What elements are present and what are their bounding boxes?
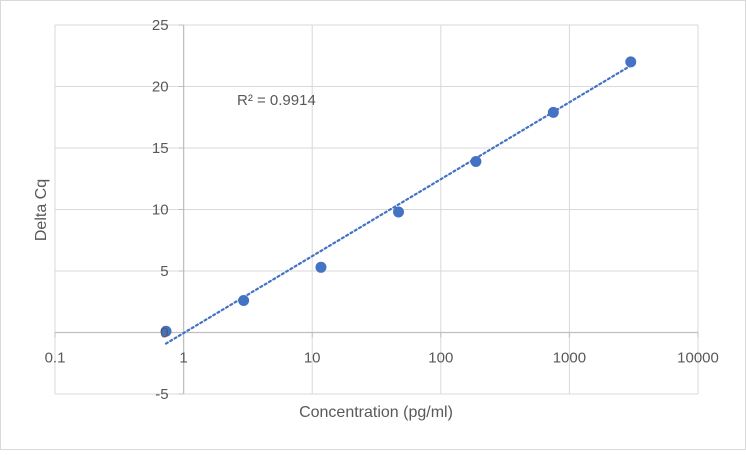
x-tick-label: 10000 (677, 350, 719, 367)
y-tick-label: -5 (155, 386, 168, 403)
y-tick-label: 5 (160, 263, 168, 280)
data-point (160, 325, 172, 337)
y-tick-label: 25 (152, 17, 169, 34)
data-point (547, 106, 559, 118)
y-tick-label: 15 (152, 140, 169, 157)
x-axis-title: Concentration (pg/ml) (299, 404, 453, 421)
data-point (625, 56, 637, 68)
tick-labels: 0.1 1 10 100 1000 10000 -5 0 5 10 15 20 25 (45, 17, 719, 403)
r-squared-annotation: R² = 0.9914 (237, 92, 316, 109)
y-tick-label: 20 (152, 79, 169, 96)
y-tick-label: 10 (152, 202, 169, 219)
data-points (160, 56, 637, 337)
x-tick-label: 10 (304, 350, 321, 367)
x-tick-label: 1 (179, 350, 187, 367)
y-tick-label: 0 (160, 325, 168, 342)
data-point (470, 156, 482, 168)
data-point (315, 261, 327, 273)
y-axis-title: Delta Cq (33, 179, 50, 241)
x-tick-label: 1000 (553, 350, 586, 367)
x-tick-label: 0.1 (45, 350, 66, 367)
x-tick-label: 100 (428, 350, 453, 367)
data-point (238, 295, 250, 307)
gridlines (54, 24, 699, 395)
data-point (393, 206, 405, 218)
